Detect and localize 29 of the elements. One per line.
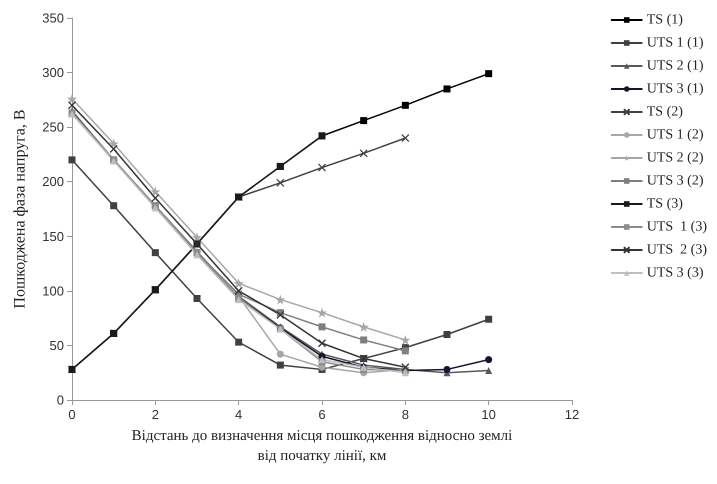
- x-tick-label: 8: [402, 407, 409, 422]
- x-tick-label: 2: [152, 407, 159, 422]
- legend-label: UTS 3 (3): [646, 266, 704, 280]
- y-axis-title: Пошкоджена фаза напруга, В: [12, 109, 28, 309]
- legend-label: UTS 3 (1): [646, 82, 704, 96]
- y-tick-label: 100: [42, 283, 64, 298]
- x-tick-label: 12: [564, 407, 580, 422]
- legend-label: UTS 2 (3): [646, 242, 708, 258]
- x-tick-label: 4: [235, 407, 242, 422]
- y-tick-label: 150: [42, 228, 64, 244]
- legend-label: UTS 1 (3): [646, 220, 708, 234]
- legend-label: TS (3): [646, 196, 684, 212]
- y-tick-label: 250: [42, 120, 64, 135]
- x-tick-label: 10: [481, 407, 496, 422]
- y-tick-label: 50: [50, 338, 64, 353]
- y-tick-label: 0: [56, 392, 64, 408]
- y-tick-label: 200: [42, 174, 64, 190]
- y-tick-label: 300: [42, 65, 64, 80]
- x-tick-label: 0: [68, 407, 76, 422]
- legend-label: TS (1): [646, 12, 684, 28]
- x-tick-label: 6: [318, 407, 326, 422]
- legend-label: UTS 2 (2): [646, 150, 704, 166]
- x-axis-title: Відстань до визначення місця пошкодження відносно землі від початку лінії, км: [132, 428, 512, 464]
- y-tick-label: 350: [42, 10, 64, 26]
- legend-label: UTS 2 (1): [646, 58, 704, 74]
- legend-label: UTS 1 (1): [646, 36, 704, 50]
- legend-label: UTS 3 (2): [646, 174, 704, 188]
- legend-label: UTS 1 (2): [646, 128, 704, 142]
- legend-label: TS (2): [646, 104, 684, 120]
